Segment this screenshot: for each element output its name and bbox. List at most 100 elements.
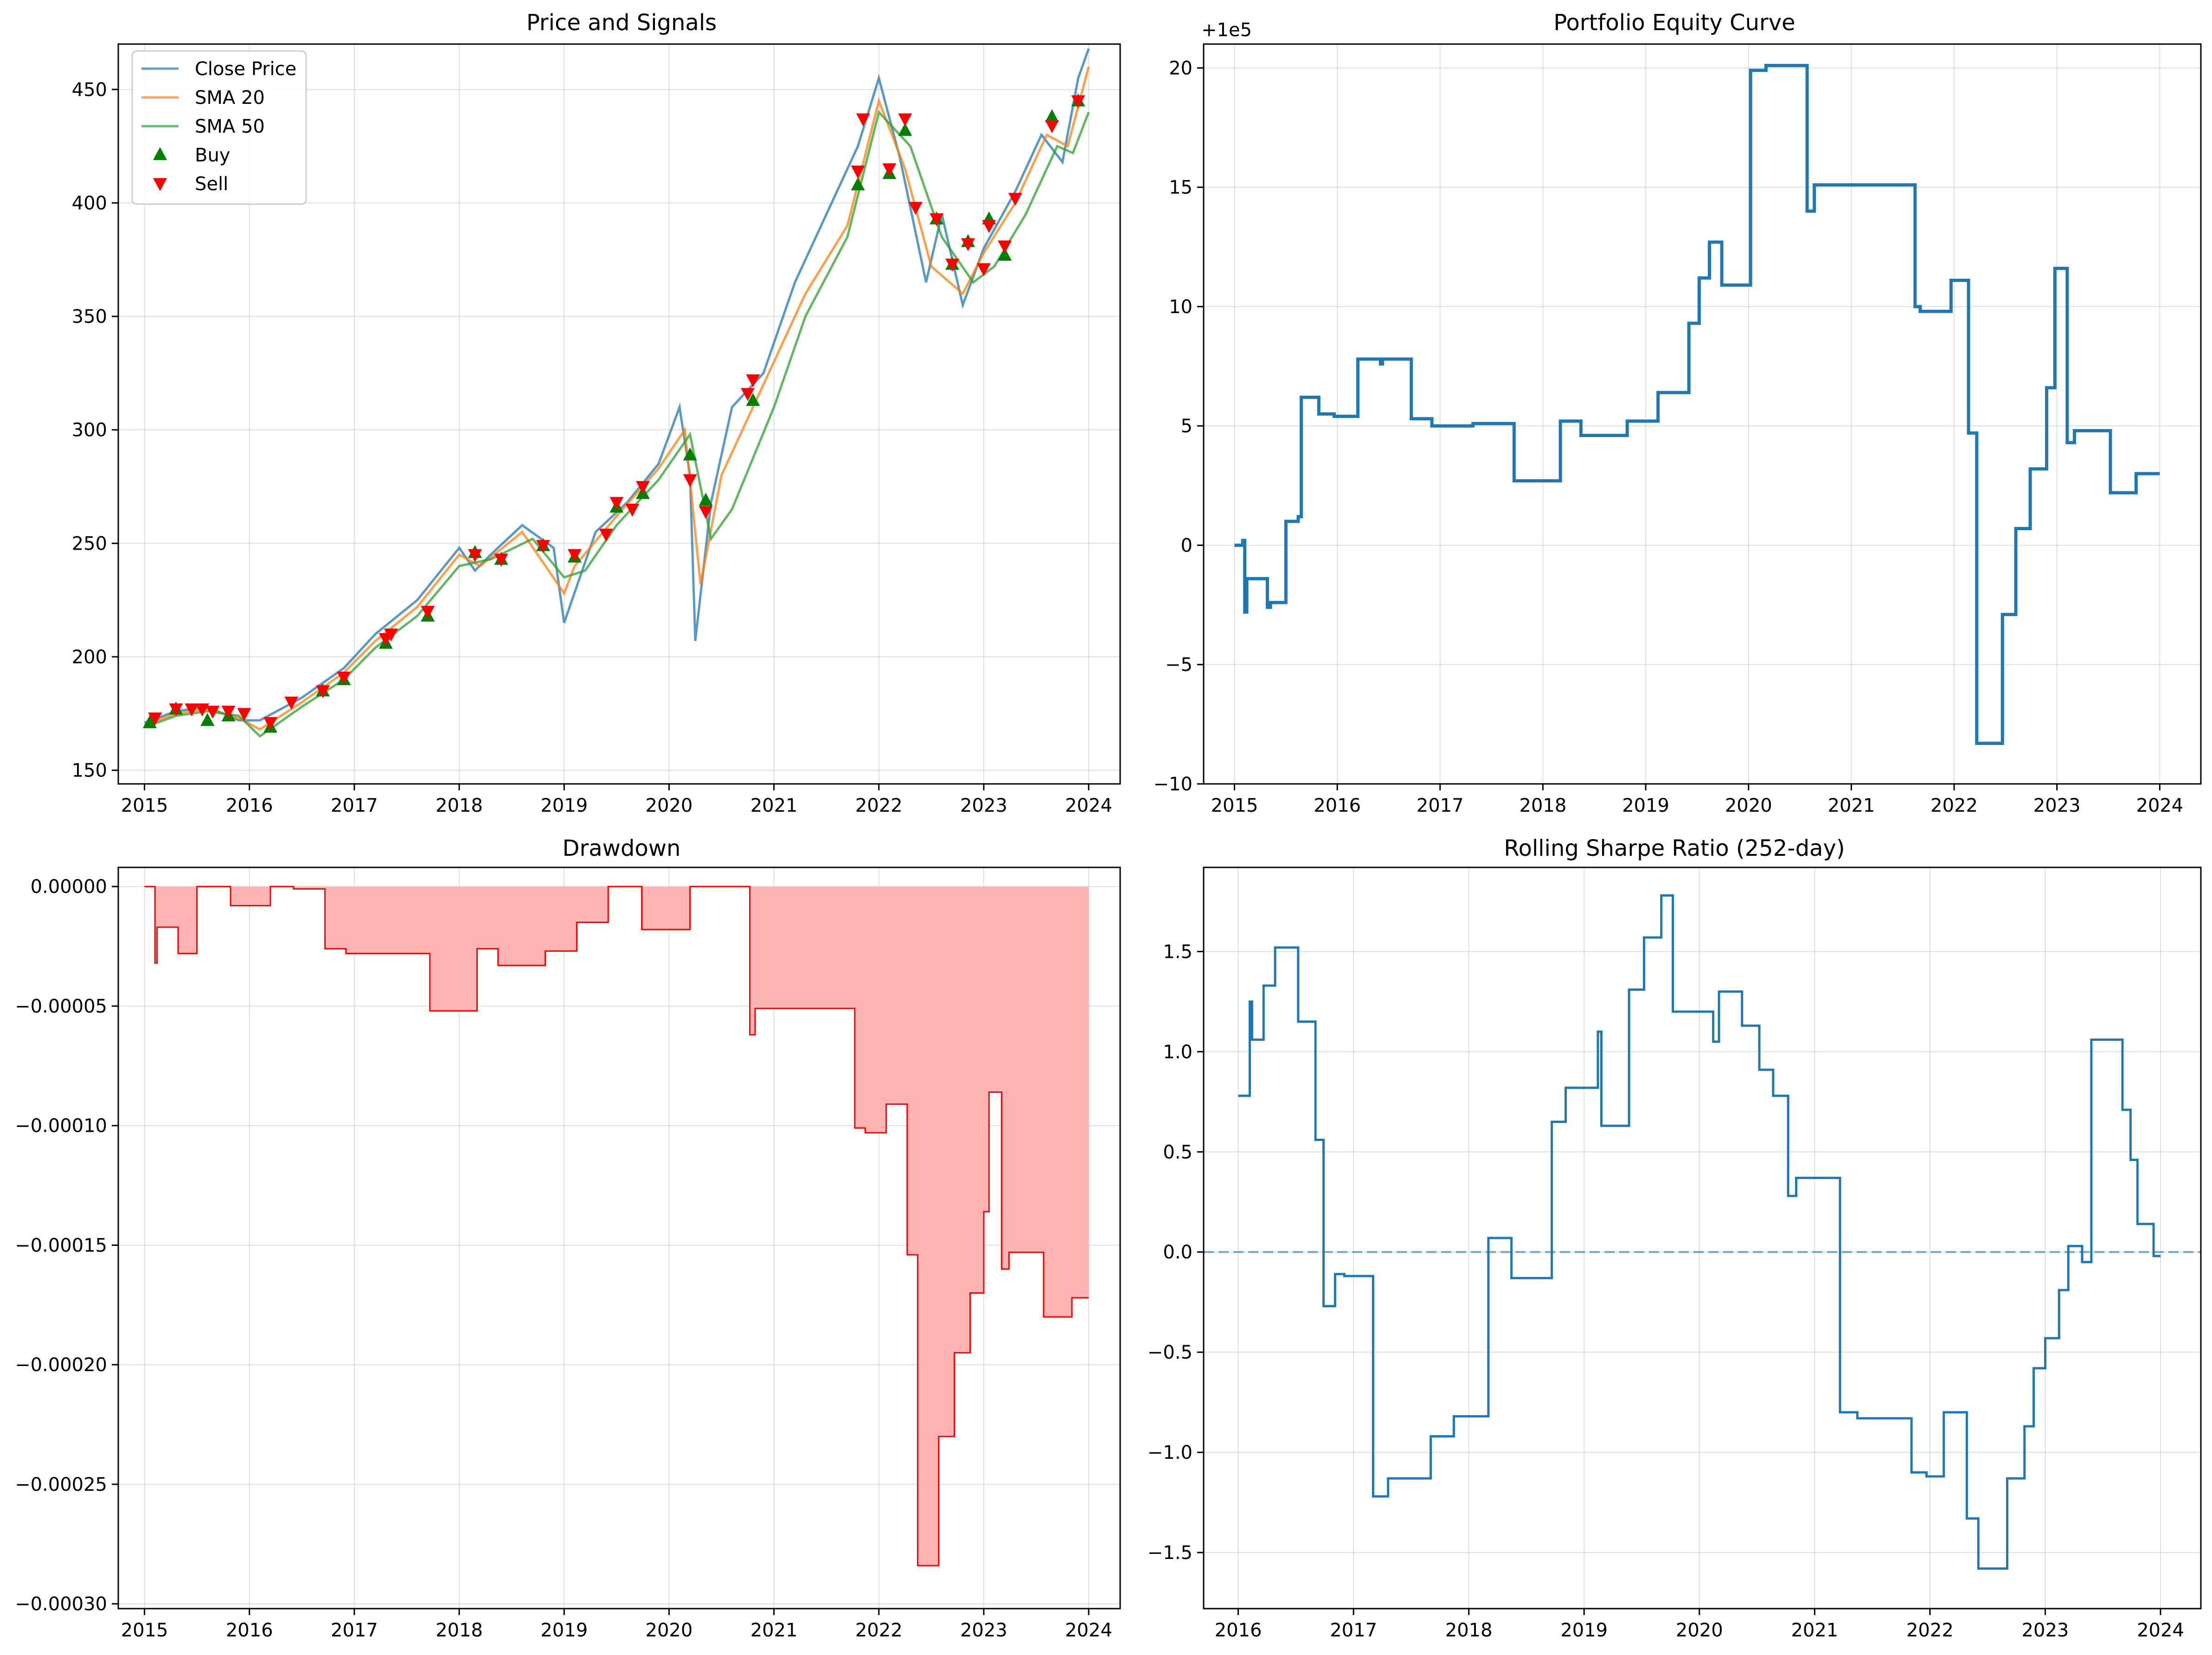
sell-signal-marker	[567, 549, 582, 562]
legend-label-sma50: SMA 50	[195, 116, 265, 137]
legend-swatch-sell	[153, 178, 167, 191]
sell-signal-marker	[148, 712, 162, 726]
y-tick-label: 1.5	[1163, 941, 1193, 962]
y-tick-label: −0.00020	[15, 1354, 107, 1376]
sell-signal-marker	[976, 263, 991, 276]
y-tick-label: −0.00030	[15, 1594, 107, 1615]
drawdown-chart-title: Drawdown	[563, 835, 681, 861]
x-tick-label: 2023	[2022, 1620, 2069, 1641]
y-tick-label: 5	[1181, 416, 1193, 437]
y-tick-label: −0.00015	[15, 1235, 107, 1256]
x-tick-label: 2016	[1215, 1620, 1262, 1641]
x-tick-label: 2016	[226, 1620, 273, 1641]
sell-signal-marker	[237, 708, 251, 721]
sell-signal-marker	[221, 706, 236, 719]
buy-signal-marker	[851, 177, 865, 191]
sell-signal-marker	[195, 703, 209, 717]
y-tick-label: −5	[1165, 654, 1193, 676]
y-tick-label: −0.00025	[15, 1474, 107, 1495]
x-tick-label: 2024	[2137, 1620, 2184, 1641]
x-tick-label: 2019	[1622, 795, 1669, 816]
x-tick-label: 2022	[855, 1620, 903, 1641]
buy-signal-marker	[998, 248, 1012, 261]
x-tick-label: 2023	[960, 795, 1007, 816]
sell-signal-marker	[683, 474, 697, 488]
y-tick-label: −0.00010	[15, 1116, 107, 1137]
sell-signal-marker	[635, 481, 650, 494]
y-tick-label: −0.5	[1148, 1342, 1193, 1363]
sell-signal-marker	[882, 163, 897, 177]
sell-signal-marker	[898, 113, 912, 127]
x-tick-label: 2018	[436, 1620, 483, 1641]
x-tick-label: 2024	[1065, 1620, 1112, 1641]
y-tick-label: 450	[72, 79, 107, 101]
x-tick-label: 2024	[2136, 795, 2183, 816]
sell-signal-marker	[494, 553, 508, 567]
y-tick-label: 400	[72, 192, 107, 214]
x-tick-label: 2018	[436, 795, 483, 816]
x-tick-label: 2019	[540, 1620, 588, 1641]
sell-signal-marker	[536, 540, 551, 553]
series-line-sma-20	[144, 66, 1090, 731]
legend-box	[131, 50, 307, 205]
x-tick-label: 2017	[1417, 795, 1464, 816]
x-tick-label: 2016	[1314, 795, 1361, 816]
buy-signal-marker	[142, 715, 157, 728]
price-legend: Close Price SMA 20 SMA 50 Buy Sell	[131, 50, 307, 205]
y-tick-label: 0	[1181, 535, 1193, 556]
sell-signal-marker	[930, 213, 944, 226]
buy-signal-marker	[683, 447, 697, 461]
sell-signal-marker	[337, 672, 351, 685]
sharpe-axis-ticks: 2016 2017 2018 2019 2020 2021 2022 2023 2024 −1.5…	[1148, 941, 2184, 1641]
legend-label-buy: Buy	[195, 145, 230, 166]
equity-panel: Portfolio Equity Curve 2015 2016 2017 2018 2…	[1154, 10, 2202, 816]
sell-signal-marker	[609, 497, 624, 510]
sell-signal-marker	[699, 506, 713, 519]
sell-signal-marker	[599, 528, 613, 542]
legend-swatch-buy	[153, 147, 167, 160]
y-tick-label: 300	[72, 420, 107, 441]
y-tick-label: 1.0	[1163, 1041, 1193, 1063]
x-tick-label: 2015	[121, 1620, 168, 1641]
y-tick-label: −10	[1154, 774, 1193, 795]
sell-signal-marker	[945, 258, 960, 272]
sharpe-gridlines	[1204, 867, 2201, 1609]
y-tick-label: −1.5	[1148, 1542, 1193, 1564]
x-tick-label: 2022	[855, 795, 903, 816]
sharpe-plot-area	[1204, 894, 2201, 1570]
buy-signal-marker	[200, 713, 215, 726]
sell-signal-marker	[982, 220, 996, 233]
x-tick-label: 2020	[1676, 1620, 1723, 1641]
price-chart-title: Price and Signals	[526, 10, 717, 36]
sell-signal-marker	[284, 696, 299, 710]
drawdown-line	[144, 885, 1089, 1566]
sell-signal-marker	[908, 202, 923, 215]
x-tick-label: 2015	[121, 795, 168, 816]
price-panel: Price and Signals 2015 2016 2017 2018 2019 20…	[72, 10, 1121, 816]
x-tick-label: 2020	[1725, 795, 1772, 816]
price-gridlines	[118, 44, 1120, 784]
x-tick-label: 2020	[646, 795, 693, 816]
price-plot-area	[142, 48, 1090, 738]
sell-signal-marker	[263, 717, 277, 730]
buy-signal-marker	[898, 122, 912, 136]
price-axes-frame	[117, 43, 1121, 785]
equity-chart-title: Portfolio Equity Curve	[1553, 10, 1795, 36]
sharpe-step-line	[1238, 894, 2161, 1570]
legend-label-sma20: SMA 20	[195, 87, 265, 109]
sell-signal-marker	[746, 374, 760, 388]
y-tick-label: −0.00005	[15, 996, 107, 1017]
buy-signal-marker	[1045, 109, 1059, 122]
y-tick-label: −1.0	[1148, 1442, 1193, 1463]
x-tick-label: 2019	[1560, 1620, 1608, 1641]
buy-signal-marker	[699, 493, 713, 506]
x-tick-label: 2019	[540, 795, 588, 816]
legend-label-close-price: Close Price	[195, 58, 296, 80]
equity-axes-frame	[1203, 43, 2202, 785]
x-tick-label: 2017	[1330, 1620, 1377, 1641]
sell-signal-marker	[384, 629, 398, 642]
legend-label-sell: Sell	[195, 173, 228, 195]
x-tick-label: 2022	[1930, 795, 1978, 816]
sell-signal-marker	[1071, 95, 1085, 109]
